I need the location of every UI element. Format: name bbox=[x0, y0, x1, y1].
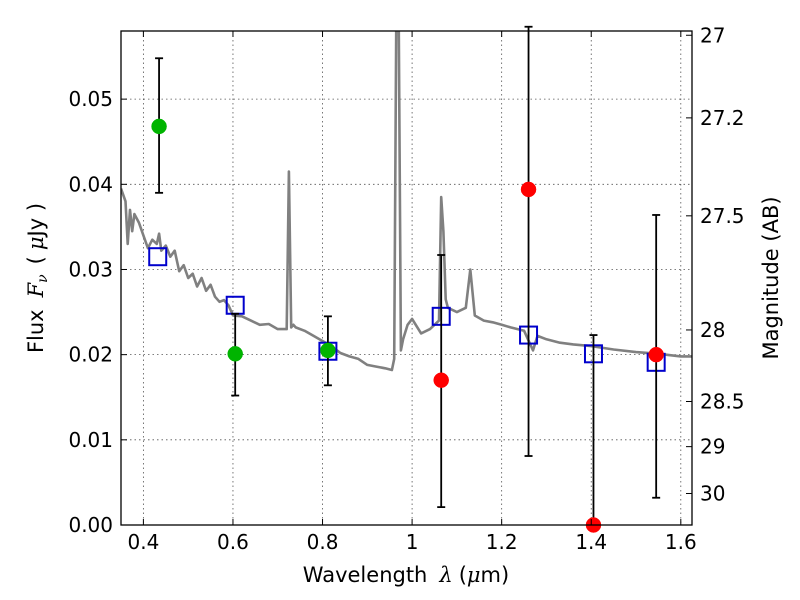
y2-tick-label: 27.5 bbox=[700, 204, 745, 228]
model-square-marker bbox=[148, 247, 168, 267]
x-tick-label: 1.6 bbox=[665, 530, 697, 554]
x-tick-label: 1.4 bbox=[575, 530, 607, 554]
y-axis-unit-rest: Jy ) bbox=[24, 203, 48, 239]
x-axis-label: Wavelength bbox=[303, 563, 428, 587]
y2-axis-title: Magnitude (AB) bbox=[759, 196, 783, 359]
observed-red-point bbox=[520, 181, 537, 198]
x-tick-label: 1 bbox=[406, 530, 419, 554]
x-tick-label: 0.4 bbox=[127, 530, 159, 554]
x-axis-unit-rest: m) bbox=[481, 563, 510, 587]
x-axis-unit-open: ( bbox=[459, 563, 467, 587]
axes: 0.4 0.6 0.8 1 1.2 1.4 1.6 0.00 0.01 0.02 0.03 0.04 0… bbox=[68, 23, 744, 554]
x-axis-unit-mu: μ bbox=[467, 563, 481, 587]
plot-area bbox=[121, 31, 692, 525]
y-tick-label: 0.01 bbox=[68, 428, 113, 452]
y-tick-label: 0.04 bbox=[68, 172, 113, 196]
y2-tick-label: 28.5 bbox=[700, 390, 745, 414]
x-tick-label: 0.8 bbox=[307, 530, 339, 554]
y2-tick-label: 27.2 bbox=[700, 106, 745, 130]
x-tick-label: 0.6 bbox=[217, 530, 249, 554]
x-axis-symbol: λ bbox=[438, 563, 452, 587]
y-axis-unit-open: ( bbox=[24, 256, 48, 264]
y-tick-label: 0.02 bbox=[68, 343, 113, 367]
observed-red-point bbox=[433, 372, 449, 388]
y-axis-title: Flux Fν ( μJy ) bbox=[24, 203, 51, 353]
y-tick-label: 0.05 bbox=[68, 87, 113, 111]
x-tick-label: 1.2 bbox=[486, 530, 518, 554]
observed-green-point bbox=[320, 342, 336, 359]
observed-green-point bbox=[227, 346, 243, 362]
plot-frame bbox=[120, 30, 693, 526]
y-axis-label: Flux bbox=[24, 309, 48, 353]
y2-tick-label: 28 bbox=[700, 318, 725, 342]
y2-tick-label: 30 bbox=[700, 481, 725, 505]
y-tick-label: 0.00 bbox=[68, 513, 113, 537]
x-axis-title: Wavelength λ (μm) bbox=[303, 563, 509, 587]
y-axis-unit-mu: μ bbox=[24, 236, 48, 250]
observed-green-point bbox=[151, 118, 167, 135]
y-tick-label: 0.03 bbox=[68, 257, 113, 281]
y2-tick-label: 27 bbox=[700, 23, 725, 47]
grid-lines bbox=[121, 31, 692, 525]
y-axis-subscript: ν bbox=[35, 274, 51, 283]
y-axis-symbol: F bbox=[24, 281, 48, 298]
y2-tick-label: 29 bbox=[700, 435, 725, 459]
observed-red-point bbox=[648, 346, 664, 363]
